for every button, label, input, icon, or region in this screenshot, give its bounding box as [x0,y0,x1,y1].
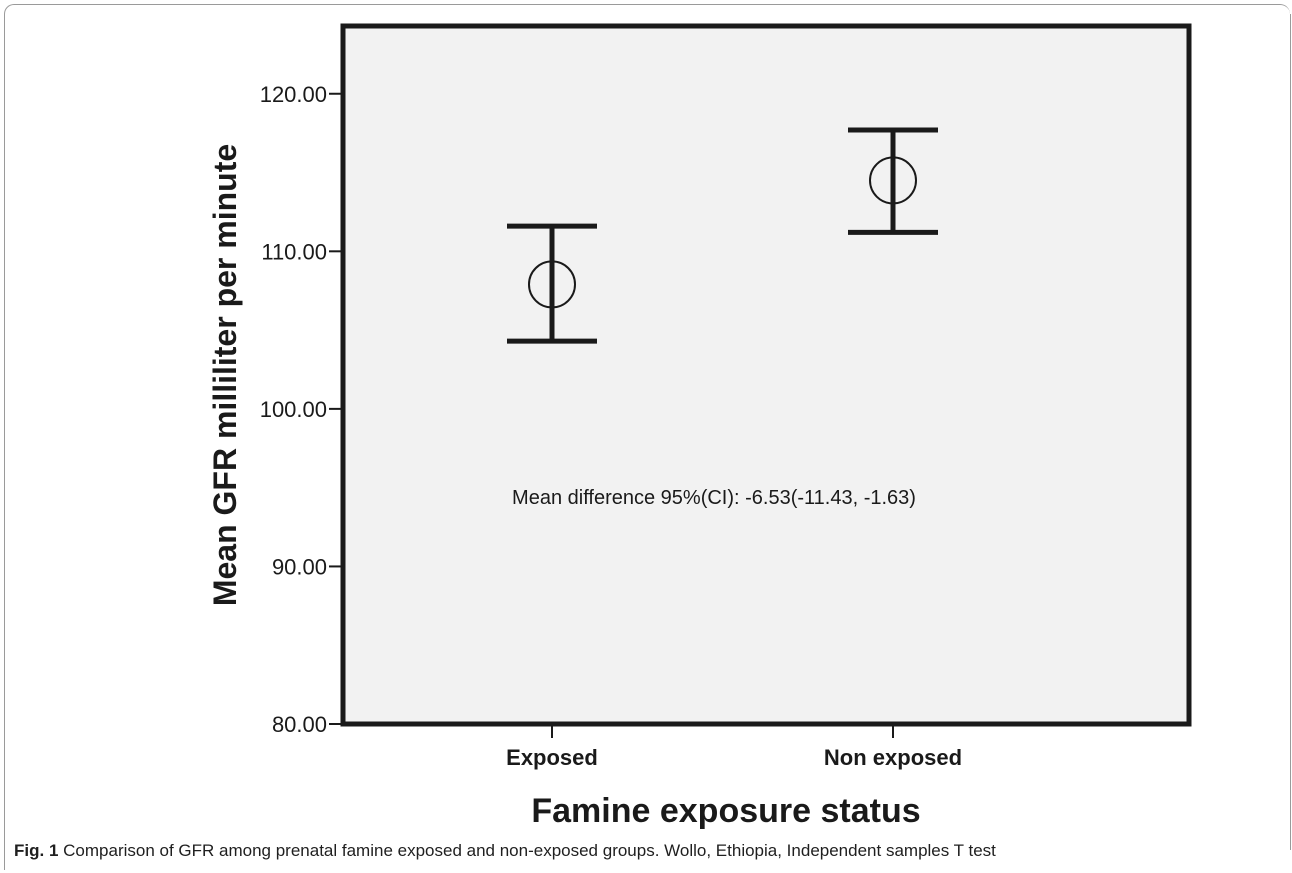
annotation-text: Mean difference 95%(CI): -6.53(-11.43, -… [512,487,916,509]
y-axis-label: Mean GFR milliliter per minute [207,144,243,606]
y-tick-label: 80.00 [272,712,327,737]
figure-frame [4,4,1290,870]
x-tick-label: Non exposed [824,745,962,770]
y-tick-label: 110.00 [261,239,327,264]
errorbar-chart: 80.00 90.00 100.00 110.00 120.00 Exposed Non e… [207,23,1192,830]
x-tick-label: Exposed [506,745,598,770]
y-tick-label: 90.00 [272,554,327,579]
plot-layer: 80.00 90.00 100.00 110.00 120.00 Exposed Non e… [207,23,1192,830]
figure-frame-right-edge [1290,14,1291,850]
y-tick-label: 120.00 [260,82,327,107]
x-axis-label: Famine exposure status [531,792,920,830]
caption-text: Comparison of GFR among prenatal famine … [63,841,996,860]
mean-marker [528,260,576,309]
caption-label: Fig. 1 [14,841,59,860]
figure-caption: Fig. 1 Comparison of GFR among prenatal … [14,841,996,861]
mean-marker [869,156,917,205]
plot-area [340,23,1192,727]
y-tick-label: 100.00 [260,397,327,422]
